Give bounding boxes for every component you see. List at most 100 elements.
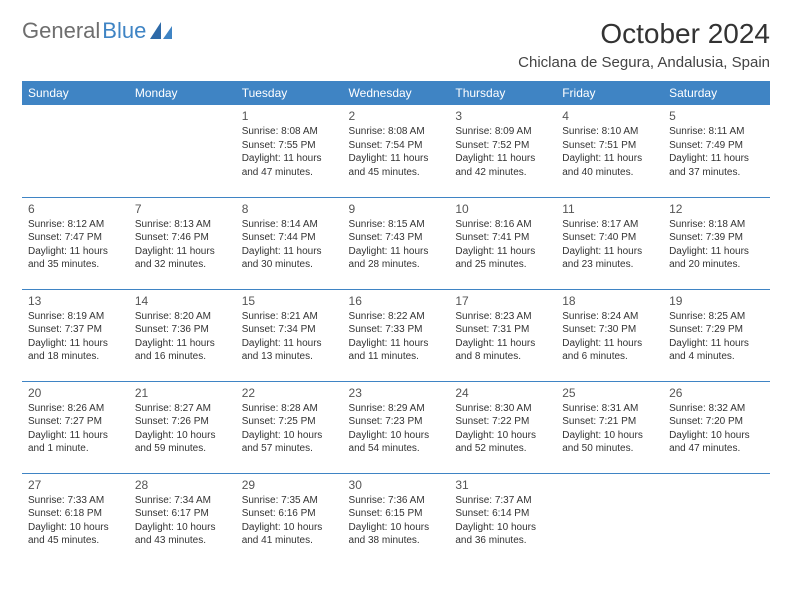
- month-title: October 2024: [518, 18, 770, 50]
- sunset-line: Sunset: 7:37 PM: [28, 323, 123, 337]
- daylight-line: Daylight: 10 hours and 41 minutes.: [242, 521, 337, 548]
- sunset-line: Sunset: 6:16 PM: [242, 507, 337, 521]
- calendar-cell: 5Sunrise: 8:11 AMSunset: 7:49 PMDaylight…: [663, 105, 770, 197]
- calendar-cell: 4Sunrise: 8:10 AMSunset: 7:51 PMDaylight…: [556, 105, 663, 197]
- daylight-line: Daylight: 11 hours and 30 minutes.: [242, 245, 337, 272]
- day-number: 12: [669, 201, 764, 217]
- day-number: 9: [349, 201, 444, 217]
- logo-text-general: General: [22, 18, 100, 44]
- sunset-line: Sunset: 7:25 PM: [242, 415, 337, 429]
- daylight-line: Daylight: 11 hours and 47 minutes.: [242, 152, 337, 179]
- daylight-line: Daylight: 11 hours and 42 minutes.: [455, 152, 550, 179]
- sunset-line: Sunset: 7:21 PM: [562, 415, 657, 429]
- day-number: 16: [349, 293, 444, 309]
- calendar-cell: 13Sunrise: 8:19 AMSunset: 7:37 PMDayligh…: [22, 289, 129, 381]
- weekday-header: Thursday: [449, 81, 556, 105]
- sunset-line: Sunset: 7:46 PM: [135, 231, 230, 245]
- day-number: 25: [562, 385, 657, 401]
- sunrise-line: Sunrise: 8:11 AM: [669, 125, 764, 139]
- calendar-cell: 26Sunrise: 8:32 AMSunset: 7:20 PMDayligh…: [663, 381, 770, 473]
- daylight-line: Daylight: 11 hours and 32 minutes.: [135, 245, 230, 272]
- daylight-line: Daylight: 10 hours and 45 minutes.: [28, 521, 123, 548]
- day-number: 3: [455, 108, 550, 124]
- daylight-line: Daylight: 10 hours and 59 minutes.: [135, 429, 230, 456]
- weekday-header: Wednesday: [343, 81, 450, 105]
- calendar-cell: 16Sunrise: 8:22 AMSunset: 7:33 PMDayligh…: [343, 289, 450, 381]
- sunrise-line: Sunrise: 8:32 AM: [669, 402, 764, 416]
- daylight-line: Daylight: 10 hours and 54 minutes.: [349, 429, 444, 456]
- sunrise-line: Sunrise: 8:08 AM: [349, 125, 444, 139]
- calendar-cell: 18Sunrise: 8:24 AMSunset: 7:30 PMDayligh…: [556, 289, 663, 381]
- daylight-line: Daylight: 11 hours and 20 minutes.: [669, 245, 764, 272]
- daylight-line: Daylight: 10 hours and 38 minutes.: [349, 521, 444, 548]
- daylight-line: Daylight: 10 hours and 50 minutes.: [562, 429, 657, 456]
- calendar-cell: 28Sunrise: 7:34 AMSunset: 6:17 PMDayligh…: [129, 473, 236, 565]
- sunset-line: Sunset: 7:49 PM: [669, 139, 764, 153]
- daylight-line: Daylight: 11 hours and 23 minutes.: [562, 245, 657, 272]
- sunrise-line: Sunrise: 8:24 AM: [562, 310, 657, 324]
- day-number: 24: [455, 385, 550, 401]
- calendar-cell: 7Sunrise: 8:13 AMSunset: 7:46 PMDaylight…: [129, 197, 236, 289]
- calendar-cell: 11Sunrise: 8:17 AMSunset: 7:40 PMDayligh…: [556, 197, 663, 289]
- sunrise-line: Sunrise: 7:35 AM: [242, 494, 337, 508]
- day-number: 11: [562, 201, 657, 217]
- calendar-cell: 15Sunrise: 8:21 AMSunset: 7:34 PMDayligh…: [236, 289, 343, 381]
- day-number: 27: [28, 477, 123, 493]
- daylight-line: Daylight: 10 hours and 36 minutes.: [455, 521, 550, 548]
- calendar-cell: 27Sunrise: 7:33 AMSunset: 6:18 PMDayligh…: [22, 473, 129, 565]
- daylight-line: Daylight: 10 hours and 57 minutes.: [242, 429, 337, 456]
- daylight-line: Daylight: 11 hours and 40 minutes.: [562, 152, 657, 179]
- sunset-line: Sunset: 7:39 PM: [669, 231, 764, 245]
- day-number: 28: [135, 477, 230, 493]
- day-number: 21: [135, 385, 230, 401]
- calendar-cell: 2Sunrise: 8:08 AMSunset: 7:54 PMDaylight…: [343, 105, 450, 197]
- day-number: 20: [28, 385, 123, 401]
- sunrise-line: Sunrise: 8:21 AM: [242, 310, 337, 324]
- sunset-line: Sunset: 7:29 PM: [669, 323, 764, 337]
- calendar-cell: 17Sunrise: 8:23 AMSunset: 7:31 PMDayligh…: [449, 289, 556, 381]
- daylight-line: Daylight: 11 hours and 1 minute.: [28, 429, 123, 456]
- daylight-line: Daylight: 10 hours and 43 minutes.: [135, 521, 230, 548]
- logo: GeneralBlue: [22, 18, 172, 44]
- sunrise-line: Sunrise: 7:37 AM: [455, 494, 550, 508]
- weekday-header: Monday: [129, 81, 236, 105]
- day-number: 14: [135, 293, 230, 309]
- calendar-cell: 14Sunrise: 8:20 AMSunset: 7:36 PMDayligh…: [129, 289, 236, 381]
- calendar-cell: 25Sunrise: 8:31 AMSunset: 7:21 PMDayligh…: [556, 381, 663, 473]
- daylight-line: Daylight: 11 hours and 18 minutes.: [28, 337, 123, 364]
- daylight-line: Daylight: 11 hours and 16 minutes.: [135, 337, 230, 364]
- day-number: 29: [242, 477, 337, 493]
- daylight-line: Daylight: 11 hours and 4 minutes.: [669, 337, 764, 364]
- daylight-line: Daylight: 10 hours and 52 minutes.: [455, 429, 550, 456]
- day-number: 19: [669, 293, 764, 309]
- sunrise-line: Sunrise: 8:23 AM: [455, 310, 550, 324]
- sunrise-line: Sunrise: 8:31 AM: [562, 402, 657, 416]
- daylight-line: Daylight: 11 hours and 35 minutes.: [28, 245, 123, 272]
- logo-sail-icon: [150, 22, 172, 40]
- logo-text-blue: Blue: [102, 18, 146, 44]
- sunset-line: Sunset: 7:52 PM: [455, 139, 550, 153]
- weekday-header: Saturday: [663, 81, 770, 105]
- sunrise-line: Sunrise: 8:20 AM: [135, 310, 230, 324]
- sunrise-line: Sunrise: 8:16 AM: [455, 218, 550, 232]
- calendar-cell: 24Sunrise: 8:30 AMSunset: 7:22 PMDayligh…: [449, 381, 556, 473]
- calendar-cell: 10Sunrise: 8:16 AMSunset: 7:41 PMDayligh…: [449, 197, 556, 289]
- sunset-line: Sunset: 7:33 PM: [349, 323, 444, 337]
- calendar-cell: 8Sunrise: 8:14 AMSunset: 7:44 PMDaylight…: [236, 197, 343, 289]
- sunset-line: Sunset: 7:26 PM: [135, 415, 230, 429]
- day-number: 6: [28, 201, 123, 217]
- day-number: 23: [349, 385, 444, 401]
- calendar-cell: 12Sunrise: 8:18 AMSunset: 7:39 PMDayligh…: [663, 197, 770, 289]
- day-number: 13: [28, 293, 123, 309]
- sunrise-line: Sunrise: 8:09 AM: [455, 125, 550, 139]
- sunset-line: Sunset: 7:30 PM: [562, 323, 657, 337]
- day-number: 8: [242, 201, 337, 217]
- sunrise-line: Sunrise: 8:13 AM: [135, 218, 230, 232]
- calendar-cell: 6Sunrise: 8:12 AMSunset: 7:47 PMDaylight…: [22, 197, 129, 289]
- sunrise-line: Sunrise: 8:10 AM: [562, 125, 657, 139]
- daylight-line: Daylight: 11 hours and 11 minutes.: [349, 337, 444, 364]
- calendar-cell: 21Sunrise: 8:27 AMSunset: 7:26 PMDayligh…: [129, 381, 236, 473]
- day-number: 22: [242, 385, 337, 401]
- calendar-cell: 22Sunrise: 8:28 AMSunset: 7:25 PMDayligh…: [236, 381, 343, 473]
- sunrise-line: Sunrise: 7:36 AM: [349, 494, 444, 508]
